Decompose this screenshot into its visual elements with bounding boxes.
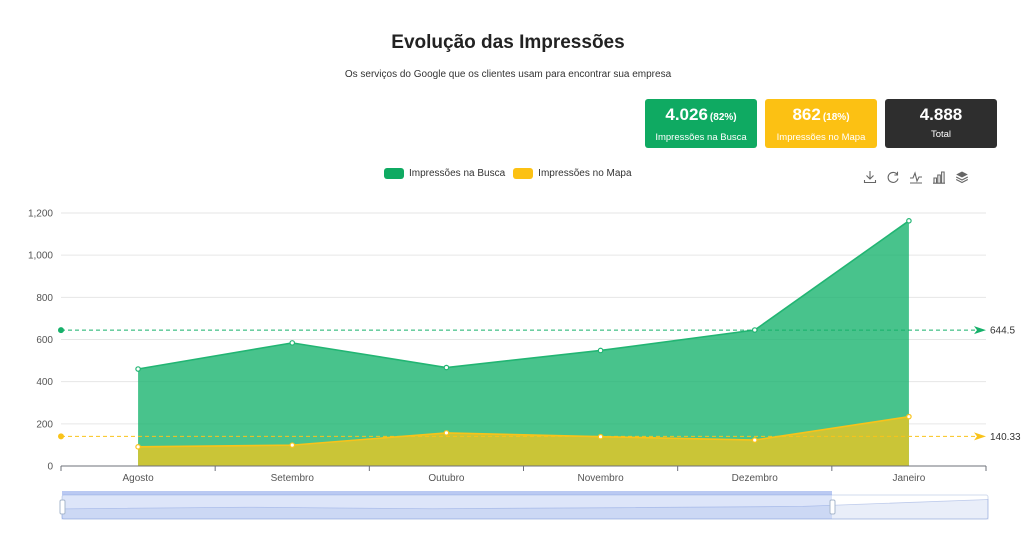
summary-card-busca: 4.026 (82%) Impressões na Busca	[645, 99, 757, 148]
data-point	[289, 442, 296, 448]
markline-label: 644.5	[990, 326, 1015, 337]
data-point	[443, 364, 450, 371]
data-point	[751, 327, 758, 333]
download-icon[interactable]	[863, 170, 877, 184]
y-tick-label: 200	[36, 419, 53, 430]
summary-card-mapa: 862 (18%) Impressões no Mapa	[765, 99, 877, 148]
x-tick-label: Outubro	[428, 473, 465, 484]
x-tick-label: Setembro	[271, 473, 315, 484]
y-tick-label: 600	[36, 335, 53, 346]
data-point	[597, 347, 604, 354]
refresh-icon[interactable]	[886, 170, 900, 184]
mapa-label: Impressões no Mapa	[776, 132, 866, 143]
x-tick-label: Janeiro	[893, 473, 926, 484]
chart-legend: Impressões na Busca Impressões no Mapa	[384, 168, 640, 179]
zoom-handle-left[interactable]	[59, 499, 66, 515]
zoom-preview	[61, 499, 989, 520]
area-busca	[138, 220, 909, 466]
data-point	[135, 444, 141, 450]
busca-value: 4.026	[665, 105, 708, 124]
legend-item-mapa[interactable]: Impressões no Mapa	[513, 168, 632, 179]
y-tick-label: 400	[36, 377, 53, 388]
legend-item-busca[interactable]: Impressões na Busca	[384, 168, 505, 179]
series-line-mapa	[138, 415, 910, 448]
summary-card-total: 4.888 Total	[885, 99, 997, 148]
legend-label-busca: Impressões na Busca	[409, 168, 506, 179]
y-tick-label: 1,200	[28, 209, 53, 220]
chart-subtitle: Os serviços do Google que os clientes us…	[344, 69, 672, 80]
total-value: 4.888	[919, 105, 963, 124]
data-point	[906, 413, 912, 420]
total-label: Total	[930, 129, 952, 140]
markline-arrow	[974, 326, 986, 335]
zoom-selection-bar	[62, 491, 832, 495]
line-chart-icon[interactable]	[909, 170, 923, 184]
x-tick-label: Agosto	[123, 473, 155, 484]
busca-percent: (82%)	[709, 112, 737, 123]
mapa-percent: (18%)	[822, 112, 850, 123]
series-line-busca	[137, 220, 910, 370]
legend-swatch-mapa	[513, 168, 534, 179]
area-mapa	[138, 416, 909, 466]
y-tick-label: 1,000	[28, 251, 53, 262]
data-point	[289, 340, 296, 346]
data-zoom-slider	[59, 491, 989, 520]
bar-chart-icon[interactable]	[932, 170, 946, 184]
x-tick-label: Novembro	[578, 473, 625, 484]
data-point	[597, 433, 604, 440]
data-point	[443, 430, 450, 436]
markline-arrow	[974, 432, 986, 441]
data-point	[751, 437, 758, 443]
mark-lines: 644.5 140.33	[58, 326, 1021, 443]
data-point	[135, 366, 141, 372]
markline-label: 140.33	[990, 432, 1021, 443]
chart-toolbox	[863, 170, 978, 184]
data-points	[135, 218, 912, 450]
legend-label-mapa: Impressões no Mapa	[538, 168, 632, 179]
legend-swatch-busca	[384, 168, 404, 179]
x-tick-label: Dezembro	[732, 473, 779, 484]
zoom-selection	[62, 491, 832, 519]
axes: 0 200 400 600 800 1,000 1,200 Agosto Setembro Out…	[28, 209, 987, 484]
busca-label: Impressões na Busca	[655, 132, 747, 143]
mapa-value: 862	[792, 105, 821, 124]
y-tick-label: 800	[36, 293, 53, 304]
y-tick-label: 0	[47, 462, 53, 473]
chart-title: Evolução das Impressões	[391, 32, 625, 53]
zoom-handle-right[interactable]	[829, 499, 836, 515]
stack-icon[interactable]	[955, 170, 969, 184]
series-areas	[137, 220, 910, 466]
data-point	[906, 218, 912, 224]
